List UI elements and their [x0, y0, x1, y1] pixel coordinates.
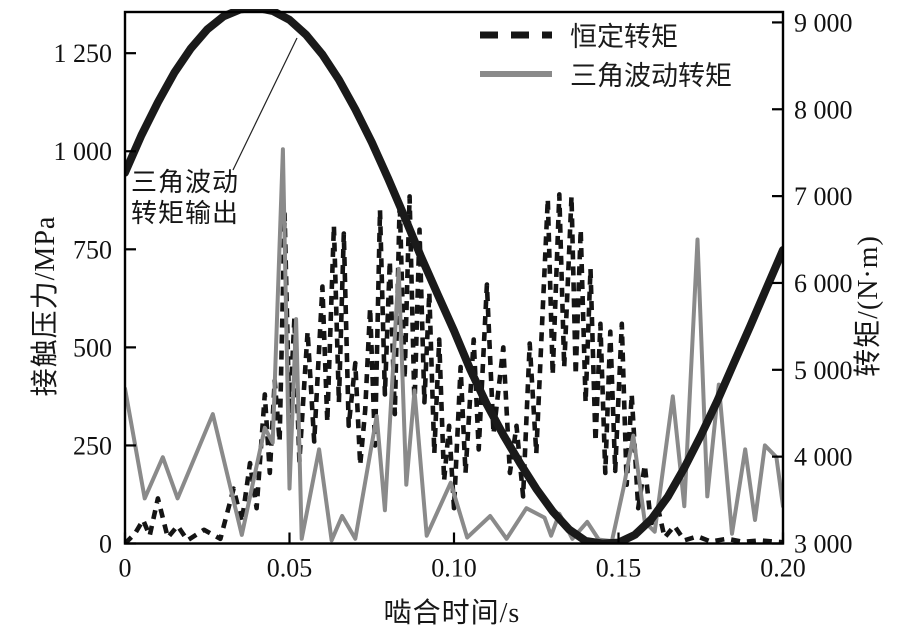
legend-row-triangular-torque: 三角波动转矩: [478, 54, 732, 93]
legend-row-constant-torque: 恒定转矩: [478, 15, 732, 54]
left-tick-label: 750: [73, 235, 112, 264]
right-tick-label: 4 000: [794, 443, 853, 472]
right-tick-label: 5 000: [794, 356, 853, 385]
left-tick-label: 250: [73, 431, 112, 460]
right-tick-label: 9 000: [794, 8, 853, 37]
left-tick-label: 0: [99, 530, 112, 559]
left-axis-title: 接触压力/MPa: [30, 215, 61, 397]
x-tick-label: 0.20: [760, 554, 806, 583]
dashed-line-sample-icon: [480, 31, 552, 38]
left-tick-label: 1 250: [54, 39, 113, 68]
annotation-line-2: 转矩输出: [131, 199, 240, 228]
series-curve-1: [124, 147, 784, 544]
legend-label-triangular-torque: 三角波动转矩: [570, 61, 732, 91]
right-axis-title: 转矩/(N·m): [853, 235, 884, 377]
legend: 恒定转矩 三角波动转矩: [478, 15, 732, 93]
right-tick-label: 7 000: [794, 182, 853, 211]
annotation-line-1: 三角波动: [131, 168, 240, 197]
left-tick-label: 1 000: [54, 137, 113, 166]
solid-line-sample-icon: [480, 70, 552, 77]
right-tick-label: 3 000: [794, 530, 853, 559]
x-tick-label: 0.05: [267, 554, 313, 583]
right-tick-label: 8 000: [794, 95, 853, 124]
right-tick-label: 6 000: [794, 269, 853, 298]
x-axis-title: 啮合时间/s: [383, 598, 521, 629]
x-tick-label: 0.15: [596, 554, 642, 583]
legend-label-constant-torque: 恒定转矩: [570, 22, 678, 52]
annotation-triangular-torque-output: 三角波动 转矩输出: [131, 167, 239, 229]
x-tick-label: 0: [119, 554, 132, 583]
x-tick-label: 0.10: [431, 554, 477, 583]
left-tick-label: 500: [73, 333, 112, 362]
annotation-leader-line: [232, 37, 298, 171]
